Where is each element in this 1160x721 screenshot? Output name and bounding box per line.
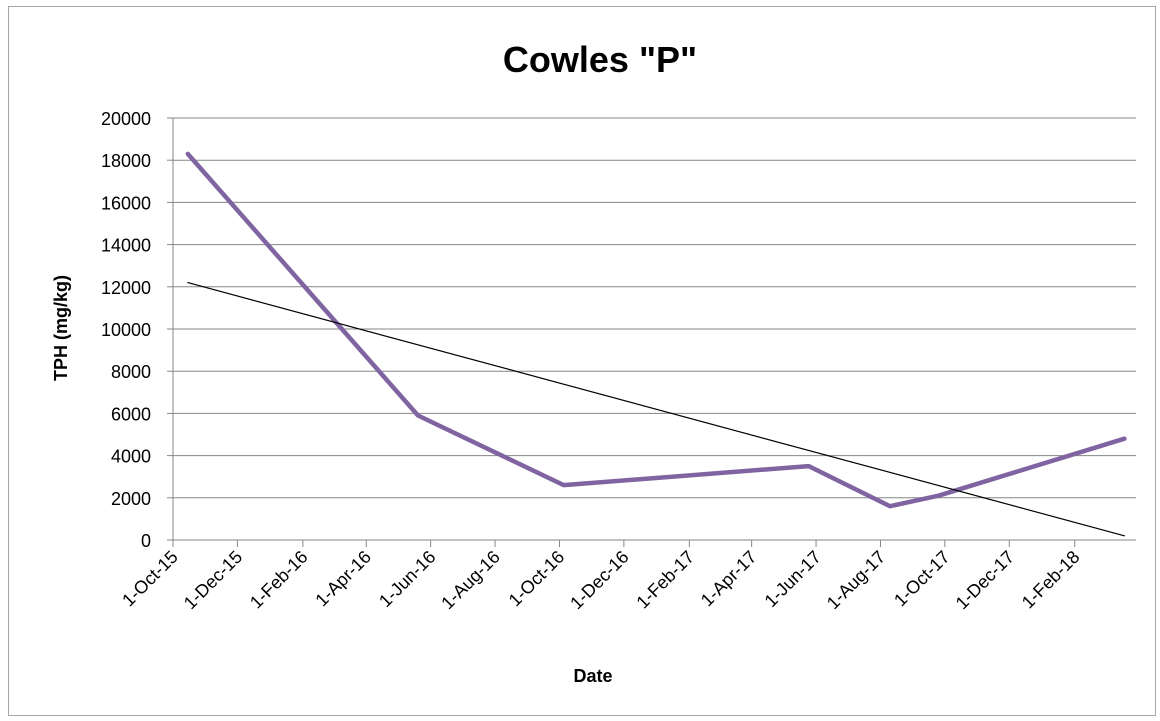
series-line xyxy=(185,151,1127,509)
y-tick-label: 10000 xyxy=(101,320,151,340)
y-tick-label: 6000 xyxy=(111,404,151,424)
x-tick-label: 1-Jun-16 xyxy=(375,547,439,611)
y-tick-label: 14000 xyxy=(101,236,151,256)
x-tick-label: 1-Dec-16 xyxy=(566,547,632,613)
x-tick-label: 1-Apr-16 xyxy=(311,547,375,611)
x-tick-label: 1-Oct-15 xyxy=(118,547,182,611)
y-tick-label: 12000 xyxy=(101,278,151,298)
chart-title: Cowles "P" xyxy=(503,39,697,80)
x-tick-label: 1-Aug-17 xyxy=(823,547,890,614)
series-group xyxy=(185,151,1127,537)
x-tick-label: 1-Feb-16 xyxy=(246,547,312,613)
x-tick-label: 1-Oct-17 xyxy=(890,547,954,611)
y-tick-label: 16000 xyxy=(101,193,151,213)
y-tick-labels: 0 2000 4000 6000 8000 10000 12000 14000 16000 180… xyxy=(101,109,151,551)
y-tick-label: 20000 xyxy=(101,109,151,129)
x-tick-label: 1-Jun-17 xyxy=(761,547,825,611)
chart-frame xyxy=(8,6,1156,716)
x-axis-title: Date xyxy=(573,666,612,686)
y-tick-label: 4000 xyxy=(111,447,151,467)
gridlines xyxy=(173,117,1136,499)
x-tick-label: 1-Dec-17 xyxy=(952,547,1018,613)
x-tick-labels: 1-Oct-151-Dec-15 1-Feb-16 1-Apr-16 1-Jun-16… xyxy=(118,547,1083,614)
trendline xyxy=(187,282,1126,537)
y-tick-label: 2000 xyxy=(111,489,151,509)
x-tick-label: 1-Oct-16 xyxy=(505,547,569,611)
x-tick-label: 1-Feb-17 xyxy=(632,547,698,613)
y-tick-label: 8000 xyxy=(111,362,151,382)
x-tick-label: 1-Aug-16 xyxy=(437,547,504,614)
x-tick-label: 1-Feb-18 xyxy=(1018,547,1084,613)
x-tick-label: 1-Dec-15 xyxy=(180,547,246,613)
x-tick-label: 1-Apr-17 xyxy=(697,547,761,611)
y-tick-label: 18000 xyxy=(101,151,151,171)
y-tick-label: 0 xyxy=(141,531,151,551)
axes xyxy=(167,117,1136,547)
y-axis-title: TPH (mg/kg) xyxy=(51,275,71,381)
